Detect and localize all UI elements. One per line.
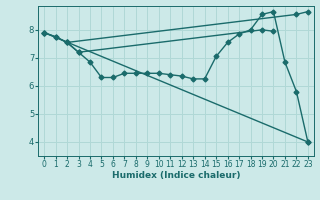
X-axis label: Humidex (Indice chaleur): Humidex (Indice chaleur)	[112, 171, 240, 180]
